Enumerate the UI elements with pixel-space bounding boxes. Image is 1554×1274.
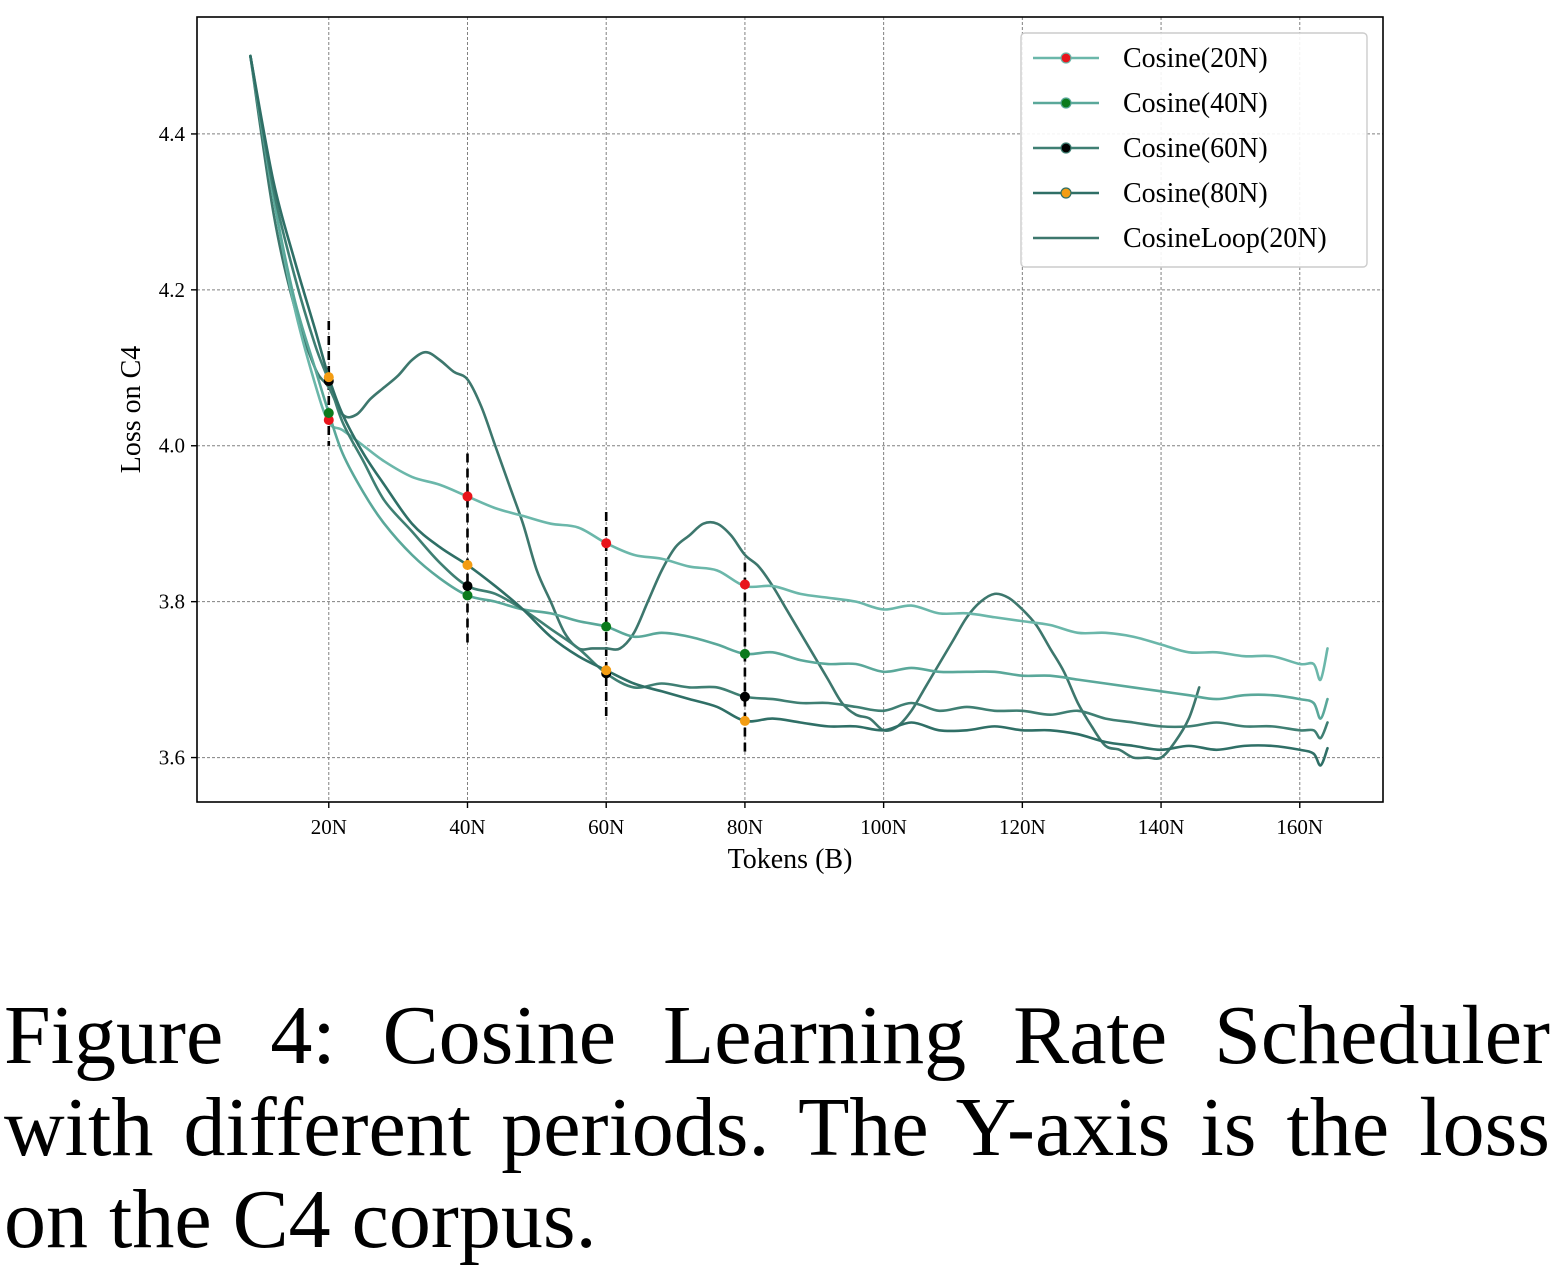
y-axis-label: Loss on C4: [116, 346, 147, 474]
y-axis-ticks: 3.6 3.8 4.0 4.2 4.4: [159, 122, 197, 770]
series-point: [462, 590, 473, 601]
series-point: [739, 715, 750, 726]
series-point: [323, 415, 334, 426]
x-tick-label: 20N: [311, 815, 347, 839]
x-tick-label: 140N: [1138, 815, 1185, 839]
legend-marker: [1060, 97, 1072, 109]
series-point: [323, 372, 334, 383]
legend-marker: [1060, 187, 1072, 199]
legend-label: Cosine(80N): [1123, 178, 1268, 209]
grid: [197, 17, 1383, 802]
series-line-cosineloop-20n: [249, 54, 1201, 761]
legend-label: Cosine(20N): [1123, 43, 1268, 74]
series-point: [323, 408, 334, 419]
series-point: [601, 621, 612, 632]
series-line-cosine-20n: [249, 54, 1329, 682]
series-points: [323, 372, 750, 726]
x-tick-label: 60N: [588, 815, 624, 839]
legend-marker: [1060, 142, 1072, 154]
series-point: [739, 648, 750, 659]
legend-entry: Cosine(80N): [1033, 178, 1268, 209]
x-tick-label: 160N: [1276, 815, 1323, 839]
series-point: [462, 491, 473, 502]
x-axis-label: Tokens (B): [728, 844, 853, 875]
series-lines: [249, 54, 1329, 767]
legend-entry: Cosine(20N): [1033, 43, 1268, 74]
legend-entry: Cosine(60N): [1033, 133, 1268, 164]
series-point: [601, 538, 612, 549]
series-point: [601, 665, 612, 676]
y-tick-label: 3.8: [159, 590, 185, 614]
series-line-cosine-80n: [249, 54, 1329, 767]
x-tick-label: 100N: [860, 815, 907, 839]
series-point: [462, 581, 473, 592]
legend-label: Cosine(60N): [1123, 133, 1268, 164]
legend-label: Cosine(40N): [1123, 88, 1268, 119]
legend: Cosine(20N) Cosine(40N) Cosine(60N) Cosine(…: [1020, 32, 1368, 268]
x-axis-ticks: 20N 40N 60N 80N 100N 120N 140N 160N: [311, 802, 1323, 839]
series-point: [739, 691, 750, 702]
legend-box: [1020, 32, 1368, 268]
legend-label: CosineLoop(20N): [1123, 223, 1327, 254]
chart: 20N 40N 60N 80N 100N 120N 140N 160N 3.6 3.8 4.0 4.…: [116, 16, 1384, 875]
legend-marker: [1060, 52, 1072, 64]
series-line-cosine-40n: [249, 54, 1329, 720]
series-line-cosine-60n: [249, 54, 1329, 740]
y-tick-label: 4.4: [159, 122, 186, 146]
figure-caption: Figure 4: Cosine Learning Rate Scheduler…: [4, 989, 1550, 1266]
legend-entry: CosineLoop(20N): [1033, 223, 1327, 254]
plot-frame: [196, 16, 1384, 803]
legend-entry: Cosine(40N): [1033, 88, 1268, 119]
series-point: [739, 579, 750, 590]
y-tick-label: 4.0: [159, 434, 185, 458]
x-tick-label: 120N: [999, 815, 1046, 839]
x-tick-label: 80N: [727, 815, 763, 839]
x-tick-label: 40N: [449, 815, 485, 839]
series-point: [462, 560, 473, 571]
y-tick-label: 3.6: [159, 746, 185, 770]
y-tick-label: 4.2: [159, 278, 185, 302]
